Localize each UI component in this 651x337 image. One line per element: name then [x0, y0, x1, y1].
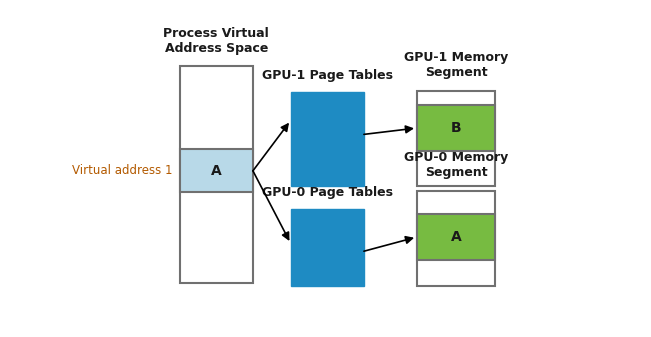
Text: A: A: [211, 164, 222, 178]
FancyBboxPatch shape: [417, 91, 495, 186]
Text: GPU-0 Memory
Segment: GPU-0 Memory Segment: [404, 151, 508, 179]
FancyBboxPatch shape: [417, 214, 495, 260]
Text: Virtual address 1: Virtual address 1: [72, 164, 172, 177]
Text: Process Virtual
Address Space: Process Virtual Address Space: [163, 27, 270, 55]
Text: GPU-1 Memory
Segment: GPU-1 Memory Segment: [404, 51, 508, 80]
Text: A: A: [450, 230, 462, 244]
FancyBboxPatch shape: [291, 209, 364, 286]
FancyBboxPatch shape: [417, 105, 495, 151]
FancyBboxPatch shape: [180, 149, 253, 192]
FancyBboxPatch shape: [417, 191, 495, 286]
Text: GPU-1 Page Tables: GPU-1 Page Tables: [262, 69, 393, 82]
Text: GPU-0 Page Tables: GPU-0 Page Tables: [262, 186, 393, 199]
Text: B: B: [450, 121, 462, 135]
FancyBboxPatch shape: [291, 92, 364, 186]
FancyBboxPatch shape: [180, 66, 253, 283]
